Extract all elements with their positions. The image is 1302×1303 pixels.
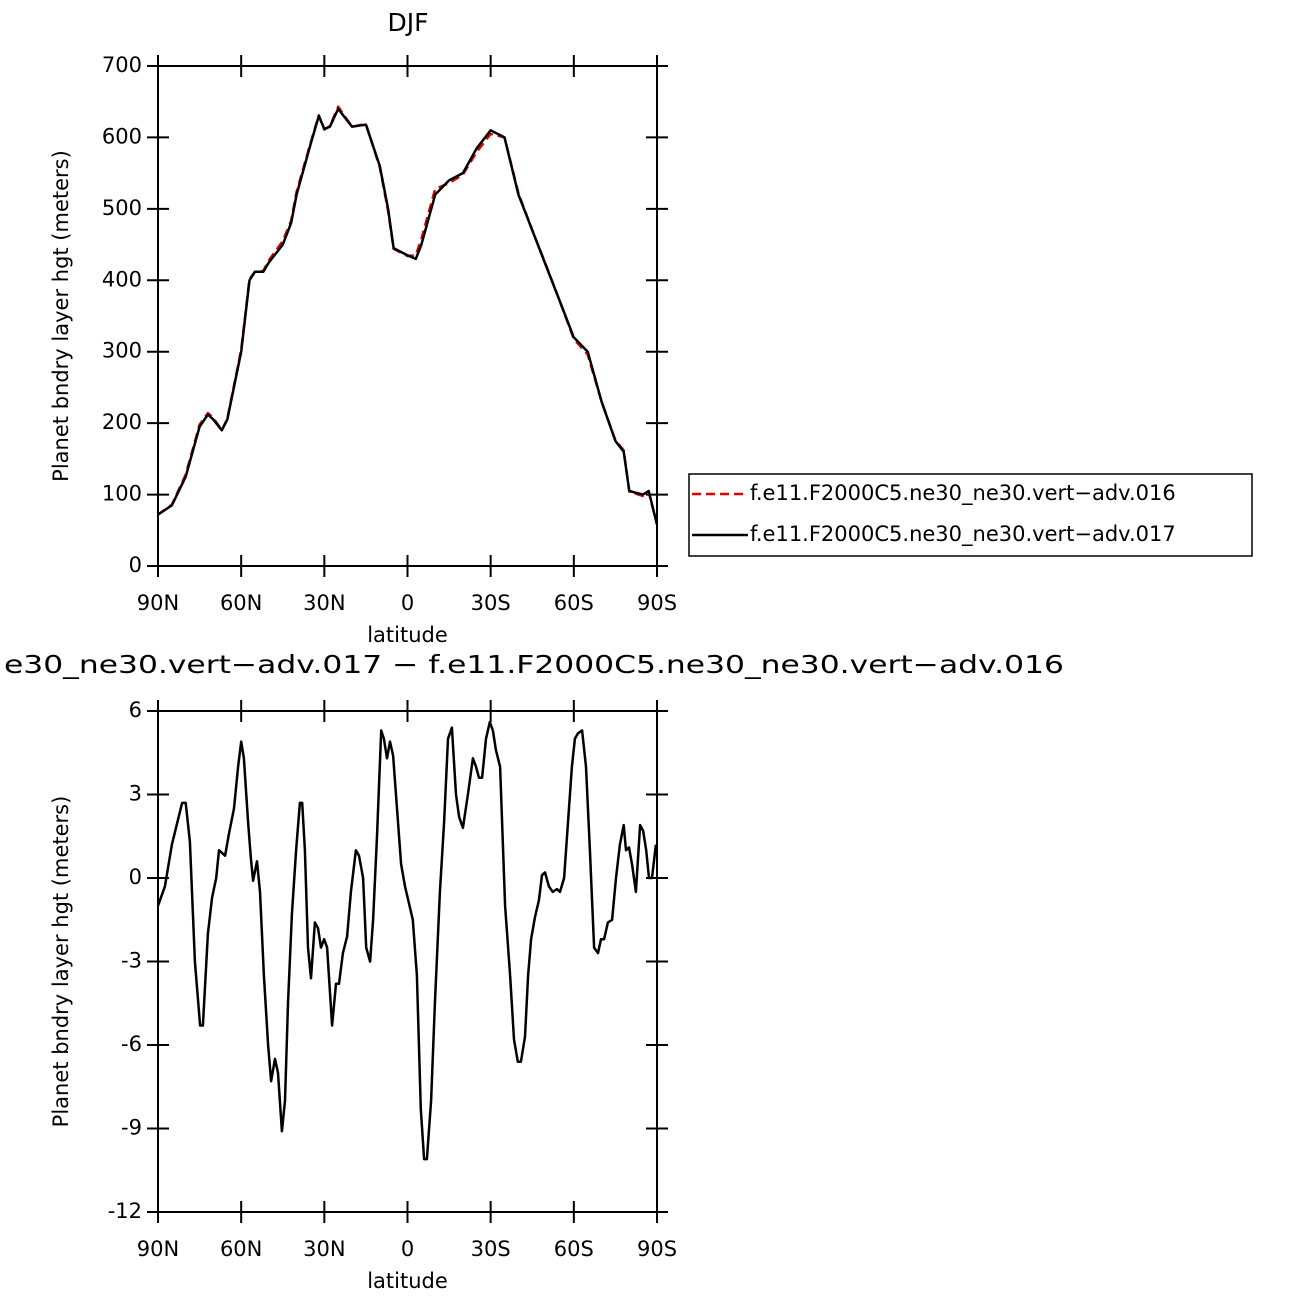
x-tick-label: 30S [471,591,511,615]
y-tick-label: 200 [102,410,142,434]
y-tick-label: 100 [102,482,142,506]
x-tick-label: 0 [401,1237,414,1261]
x-tick-label: 60S [554,591,594,615]
plot-frame [157,65,658,567]
x-tick-label: 90N [137,591,179,615]
y-axis-label: Planet bndry layer hgt (meters) [49,150,73,482]
y-tick-label: 0 [129,553,142,577]
y-tick-label: 500 [102,196,142,220]
y-tick-label: -12 [108,1199,142,1223]
x-axis-label: latitude [367,1269,448,1293]
x-axis-label: latitude [367,623,448,647]
x-tick-label: 30N [303,1237,345,1261]
data-line [156,720,658,1161]
chart-title: DJF [387,8,428,37]
data-line [157,105,659,525]
y-tick-label: -6 [121,1032,142,1056]
x-tick-label: 60S [554,1237,594,1261]
y-tick-label: -3 [121,949,142,973]
y-tick-label: 600 [102,124,142,148]
y-tick-label: 6 [129,698,142,722]
y-axis-label: Planet bndry layer hgt (meters) [49,796,73,1128]
data-line [157,107,659,525]
y-tick-label: 400 [102,267,142,291]
x-tick-label: 90S [637,591,677,615]
y-tick-label: -9 [121,1116,142,1140]
x-tick-label: 90N [137,1237,179,1261]
x-tick-label: 0 [401,591,414,615]
y-tick-label: 0 [129,865,142,889]
chart-title: e30_ne30.vert−adv.017 − f.e11.F2000C5.ne… [4,650,1064,679]
x-tick-label: 60N [220,1237,262,1261]
x-tick-label: 30N [303,591,345,615]
y-tick-label: 300 [102,339,142,363]
legend-box [688,473,1253,557]
x-tick-label: 60N [220,591,262,615]
x-tick-label: 30S [471,1237,511,1261]
plot-frame [157,710,658,1213]
legend-label: f.e11.F2000C5.ne30_ne30.vert−adv.016 [750,481,1176,506]
y-tick-label: 700 [102,53,142,77]
legend-label: f.e11.F2000C5.ne30_ne30.vert−adv.017 [750,522,1176,547]
y-tick-label: 3 [129,782,142,806]
x-tick-label: 90S [637,1237,677,1261]
